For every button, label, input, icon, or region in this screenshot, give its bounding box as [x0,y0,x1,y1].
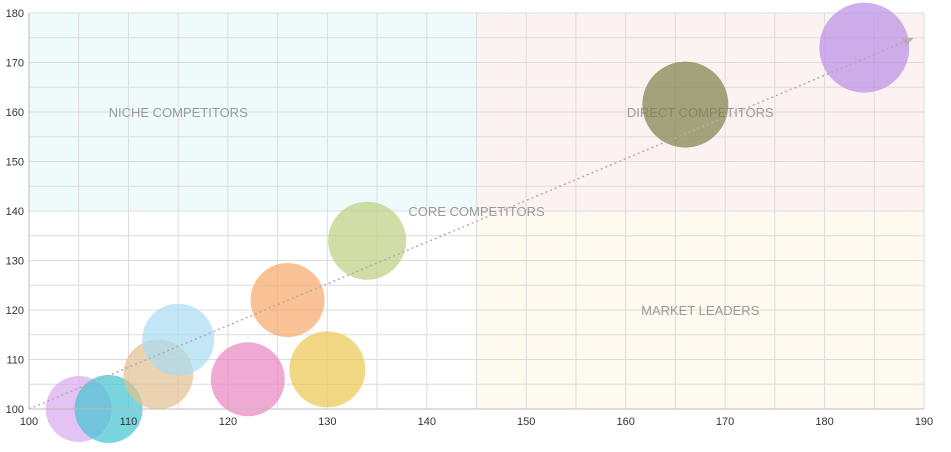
quadrant-labels: NICHE COMPETITORSDIRECT COMPETITORSCORE … [109,105,774,318]
y-tick-label: 170 [6,58,24,70]
bubble [210,342,285,417]
y-tick-label: 130 [6,256,24,268]
quadrant-label: NICHE COMPETITORS [109,105,248,120]
bubble [328,201,407,280]
y-tick-label: 160 [6,107,24,119]
y-tick-label: 180 [6,8,24,20]
x-tick-label: 170 [716,416,734,428]
x-tick-label: 140 [418,416,436,428]
bubble [642,61,729,148]
x-tick-label: 110 [120,416,138,428]
y-tick-label: 100 [6,404,24,416]
x-tick-label: 180 [815,416,833,428]
y-tick-label: 110 [6,355,24,367]
trend-arrow-icon [902,37,915,47]
x-tick-label: 160 [616,416,634,428]
quadrant-label: MARKET LEADERS [641,303,760,318]
x-tick-label: 100 [20,416,38,428]
y-tick-label: 150 [6,157,24,169]
bubble [289,331,366,408]
trend-line [28,37,915,410]
y-tick-label: 140 [6,206,24,218]
bubbles [45,2,910,443]
axes: 100 110 120 130 140 150 160 170 180 190 100 110 120 1… [6,8,934,428]
x-tick-label: 190 [915,416,933,428]
y-tick-label: 120 [6,305,24,317]
x-tick-label: 130 [318,416,336,428]
bubble [819,2,910,93]
x-tick-label: 120 [219,416,237,428]
x-tick-label: 150 [517,416,535,428]
quadrant-label: CORE COMPETITORS [408,204,545,219]
bubble [142,303,215,376]
